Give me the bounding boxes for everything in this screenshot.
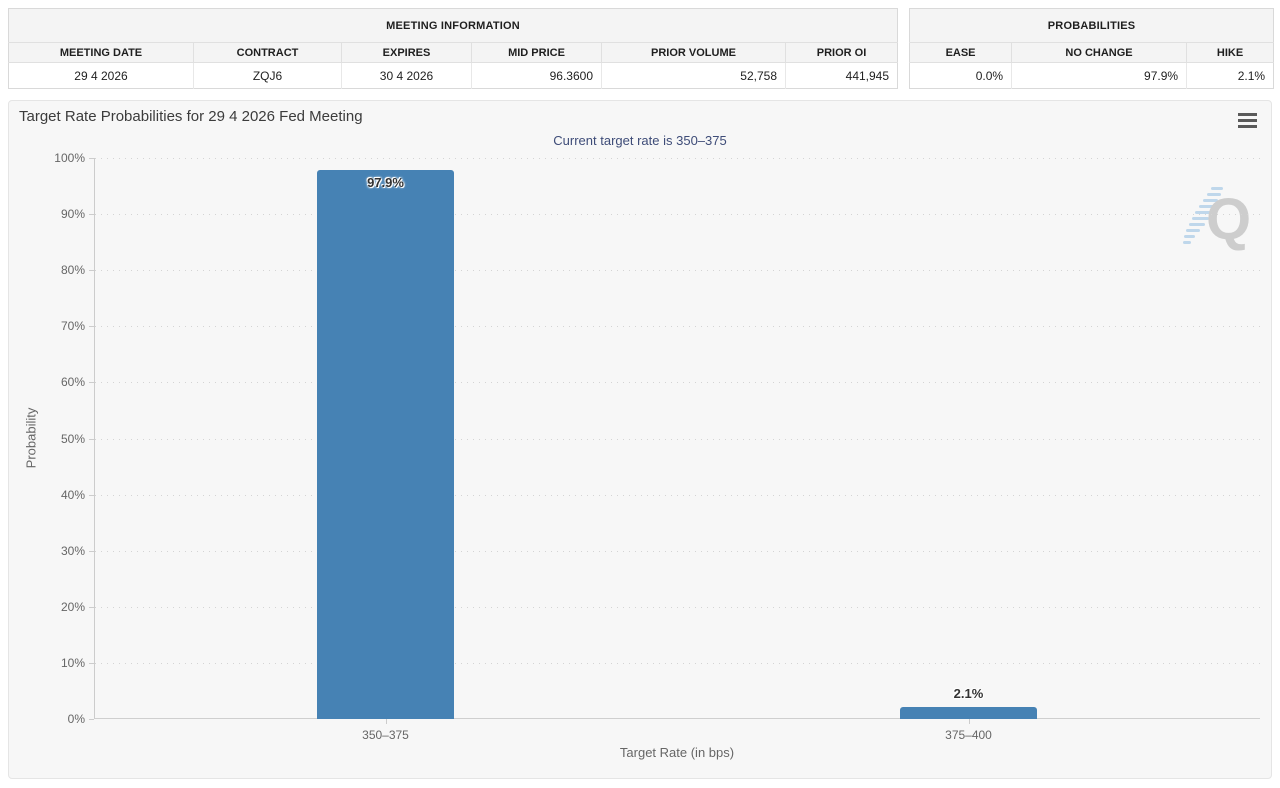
col-header-expires: EXPIRES (341, 42, 472, 63)
chart-subtitle: Current target rate is 350–375 (553, 133, 727, 148)
x-axis-title: Target Rate (in bps) (619, 745, 735, 760)
y-axis-tick-label: 40% (60, 487, 85, 502)
bar[interactable] (900, 707, 1037, 719)
y-grid-line (95, 382, 1260, 384)
hike-value: 2.1% (1186, 62, 1274, 89)
y-grid-line (95, 662, 1260, 664)
y-axis-tick (89, 438, 94, 440)
svg-text:Q: Q (1206, 187, 1251, 252)
top-tables-row: MEETING INFORMATION MEETING DATE CONTRAC… (8, 8, 1275, 89)
hamburger-menu-icon[interactable] (1238, 113, 1257, 128)
col-header-prior-oi: PRIOR OI (784, 42, 898, 63)
y-axis-tick-label: 100% (54, 151, 85, 165)
prior-volume-value: 52,758 (601, 62, 786, 89)
y-grid-line (95, 550, 1260, 552)
probabilities-title: PROBABILITIES (909, 8, 1274, 43)
y-grid-line (95, 494, 1260, 496)
meeting-information-title: MEETING INFORMATION (8, 8, 898, 43)
y-grid-line (95, 158, 1260, 159)
col-header-prior-volume: PRIOR VOLUME (601, 42, 786, 63)
y-grid-line (95, 438, 1260, 440)
y-axis-tick (89, 326, 94, 328)
table-row: 0.0% 97.9% 2.1% (909, 62, 1274, 89)
y-axis-tick (89, 158, 94, 159)
y-axis-tick-label: 30% (60, 543, 85, 558)
bar-value-label: 2.1% (953, 686, 984, 702)
x-category-label: 375–400 (945, 728, 992, 742)
col-header-mid-price: MID PRICE (471, 42, 602, 63)
y-axis-tick-label: 10% (60, 655, 85, 670)
y-axis-tick (89, 382, 94, 384)
x-axis-tick (385, 719, 387, 724)
y-axis-tick-label: 80% (60, 263, 85, 278)
expires-value: 30 4 2026 (341, 62, 472, 89)
mid-price-value: 96.3600 (471, 62, 602, 89)
table-row: 29 4 2026 ZQJ6 30 4 2026 96.3600 52,758 … (8, 62, 898, 89)
y-axis-tick-label: 0% (67, 712, 85, 726)
y-axis-tick (89, 270, 94, 272)
prior-oi-value: 441,945 (784, 62, 898, 89)
x-axis-tick (968, 719, 970, 724)
bar[interactable] (317, 169, 454, 719)
y-axis-tick-label: 70% (60, 319, 85, 334)
quikstrike-watermark-icon: Q (1183, 187, 1251, 252)
y-axis-tick-label: 90% (60, 207, 85, 222)
bar-value-label: 97.9% (367, 174, 404, 190)
y-axis-tick (89, 494, 94, 496)
col-header-contract: CONTRACT (193, 42, 342, 63)
y-axis-tick (89, 550, 94, 552)
ease-value: 0.0% (909, 62, 1012, 89)
col-header-hike: HIKE (1186, 42, 1274, 63)
y-grid-line (95, 270, 1260, 272)
y-axis-tick (89, 214, 94, 216)
plot-area (94, 158, 1260, 719)
x-category-label: 350–375 (362, 728, 409, 742)
probabilities-table: PROBABILITIES EASE NO CHANGE HIKE 0.0% 9… (909, 8, 1275, 89)
contract-value: ZQJ6 (193, 62, 342, 89)
col-header-meeting-date: MEETING DATE (8, 42, 194, 63)
y-axis-tick (89, 606, 94, 608)
meeting-information-table: MEETING INFORMATION MEETING DATE CONTRAC… (8, 8, 899, 89)
y-axis-tick-label: 50% (60, 431, 85, 446)
y-axis-tick (89, 662, 94, 664)
col-header-ease: EASE (909, 42, 1012, 63)
y-axis-tick-label: 20% (60, 599, 85, 614)
meeting-date-value: 29 4 2026 (8, 62, 194, 89)
chart-title: Target Rate Probabilities for 29 4 2026 … (19, 108, 363, 125)
y-grid-line (95, 326, 1260, 328)
no-change-value: 97.9% (1011, 62, 1187, 89)
y-grid-line (95, 606, 1260, 608)
y-axis-tick (89, 719, 94, 720)
y-axis-tick-label: 60% (60, 375, 85, 390)
chart-area: Target Rate Probabilities for 29 4 2026 … (8, 100, 1272, 779)
y-grid-line (95, 214, 1260, 216)
col-header-no-change: NO CHANGE (1011, 42, 1187, 63)
